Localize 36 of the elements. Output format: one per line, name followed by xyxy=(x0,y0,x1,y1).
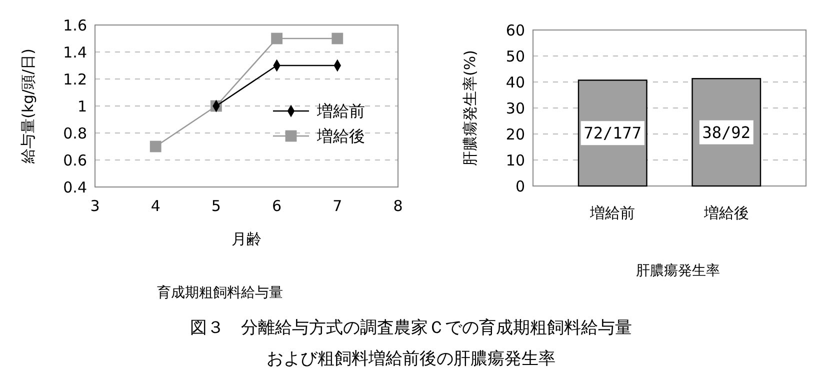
y-axis-title: 肝膿瘍発生率(%) xyxy=(461,50,479,166)
y-tick-label: 10 xyxy=(506,151,525,170)
y-tick-label: 1.2 xyxy=(63,70,87,88)
x-tick-label: 増給後 xyxy=(702,204,749,222)
y-tick-label: 20 xyxy=(506,125,525,144)
legend-label: 増給後 xyxy=(316,126,365,146)
text: 肝膿瘍発生率 xyxy=(636,263,720,279)
y-tick-label: 40 xyxy=(506,73,525,92)
point xyxy=(271,32,282,44)
y-tick-label: 1 xyxy=(77,97,87,116)
y-tick-label: 0.4 xyxy=(63,178,87,196)
text: および粗飼料増給前後の肝膿瘍発生率 xyxy=(266,349,556,369)
text: 育成期粗飼料給与量 xyxy=(157,284,283,301)
caption: 図３ 分離給与方式の調査農家Ｃでの育成期粗飼料給与量 xyxy=(190,318,632,338)
x-tick-label: 7 xyxy=(332,197,342,215)
x-tick-label: 増給前 xyxy=(589,204,636,222)
y-tick-label: 0.6 xyxy=(63,151,87,170)
y-tick-label: 50 xyxy=(506,47,525,66)
point xyxy=(332,32,344,44)
y-tick-label: 60 xyxy=(506,21,525,40)
y-tick-label: 30 xyxy=(506,99,525,118)
x-tick-label: 8 xyxy=(393,197,403,215)
y-tick-label: 0 xyxy=(515,177,525,196)
y-tick-label: 0.8 xyxy=(63,124,87,142)
y-axis-title: 給与量(kg/頭/日) xyxy=(19,48,37,165)
data-label: 72/177 xyxy=(584,124,642,143)
x-tick-label: 3 xyxy=(90,197,100,215)
x-tick-label: 5 xyxy=(211,197,221,215)
legend-label: 増給前 xyxy=(316,102,365,121)
y-tick-label: 1.4 xyxy=(63,43,87,62)
y-tick-label: 1.6 xyxy=(63,16,87,34)
x-tick-label: 4 xyxy=(150,197,160,215)
x-axis-title: 月齢 xyxy=(232,230,262,248)
data-label: 38/92 xyxy=(702,122,750,142)
point xyxy=(150,140,162,152)
x-tick-label: 6 xyxy=(272,197,282,215)
